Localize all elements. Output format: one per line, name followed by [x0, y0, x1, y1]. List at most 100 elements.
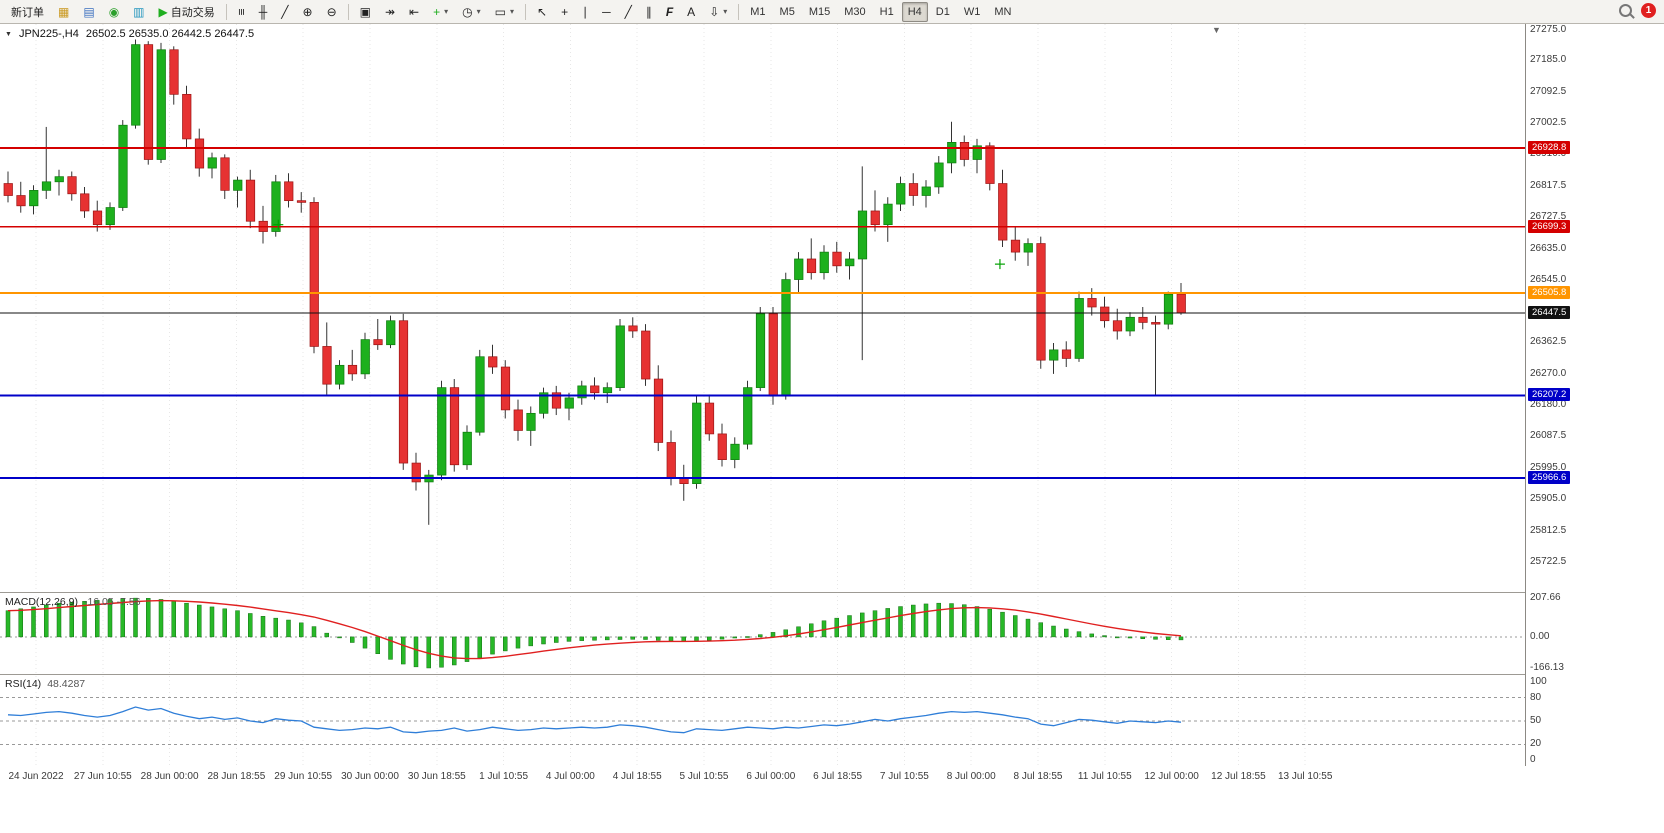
time-tick-label: 5 Jul 10:55 — [679, 771, 729, 782]
timeframe-h4-button[interactable]: H4 — [901, 1, 928, 22]
data-window-button[interactable]: ◉ — [103, 2, 125, 22]
templates-icon: ▭ — [494, 4, 506, 19]
time-axis[interactable]: 24 Jun 2022 27 Jun 10:55 28 Jun 00:00 28 Ju… — [0, 766, 1526, 833]
timeframe-m1-button[interactable]: M1 — [744, 2, 771, 22]
price-tick-label: 26270.0 — [1530, 367, 1567, 379]
time-tick-label: 6 Jul 00:00 — [746, 771, 796, 782]
price-axis[interactable]: 27275.027185.027092.527002.526910.026817… — [1526, 24, 1664, 833]
cursor-icon: ↖ — [537, 4, 548, 19]
market-watch-button[interactable]: ▤ — [77, 2, 100, 22]
level-price-badge: 26928.8 — [1528, 140, 1571, 154]
chart-shift-button[interactable]: ⇤ — [403, 2, 425, 22]
timeframe-mn-button[interactable]: MN — [988, 2, 1017, 22]
zoom-out-button[interactable]: ⊖ — [321, 2, 343, 22]
arrows-button[interactable]: ⇩ ▾ — [703, 2, 733, 22]
chart-shift-icon: ⇤ — [409, 4, 420, 19]
axis-border — [1525, 24, 1526, 833]
chevron-down-icon: ▾ — [723, 7, 728, 16]
fibonacci-button[interactable]: F — [660, 2, 679, 22]
timeframe-m15-button[interactable]: M15 — [803, 2, 836, 22]
timeframe-w1-button[interactable]: W1 — [958, 2, 987, 22]
ohlc-values: 26502.5 26535.0 26442.5 26447.5 — [85, 28, 255, 40]
rsi-axis-label: 0 — [1530, 754, 1536, 765]
price-tick-label: 27275.0 — [1530, 24, 1567, 35]
rsi-axis-label: 50 — [1530, 715, 1542, 726]
vertical-line-button[interactable]: ∣ — [576, 2, 594, 22]
toolbar-separator — [225, 3, 227, 20]
bar-chart-type-button[interactable]: ≡ — [232, 2, 251, 22]
price-tick-label: 26545.0 — [1530, 273, 1567, 285]
symbol-label: JPN225-,H4 — [18, 28, 79, 40]
chevron-down-icon: ▾ — [476, 7, 481, 16]
tile-windows-button[interactable]: ▣ — [354, 2, 377, 22]
notification-badge[interactable]: 1 — [1641, 3, 1656, 18]
indicators-button[interactable]: + ▾ — [427, 2, 454, 22]
equidistant-channel-icon: ∥ — [645, 4, 652, 19]
one-click-trading-toggle[interactable]: ▼ — [5, 30, 12, 38]
macd-axis-label: -166.13 — [1530, 662, 1564, 673]
rsi-axis-label: 20 — [1530, 738, 1542, 750]
time-tick-label: 30 Jun 18:55 — [407, 771, 466, 782]
time-tick-label: 4 Jul 00:00 — [545, 771, 595, 782]
periods-button[interactable]: ◷ ▾ — [456, 2, 487, 22]
main-toolbar: 新订单 ▦ ▤ ◉ ▥ ▶ 自动交易 ≡ ╫ ╱ ⊕ ⊖ ▣ ↠ ⇤ + ▾ ◷ ▾ ▭ ▾ ↖ + ∣ ─ ╱ ∥ F A ⇩ ▾ M1 M5… — [0, 0, 1664, 24]
price-tick-label: 25812.5 — [1530, 524, 1567, 536]
new-chart-icon: ▦ — [58, 4, 70, 19]
crosshair-button[interactable]: + — [555, 2, 574, 22]
timeframe-d1-button[interactable]: D1 — [930, 2, 956, 22]
auto-scroll-button[interactable]: ↠ — [379, 2, 401, 22]
level-price-badge: 25966.6 — [1528, 470, 1571, 484]
time-tick-label: 30 Jun 00:00 — [341, 771, 399, 782]
trendline-button[interactable]: ╱ — [619, 2, 638, 22]
chart-symbol-info: ▼ JPN225-,H4 26502.5 26535.0 26442.5 264… — [5, 28, 254, 40]
navigator-button[interactable]: ▥ — [127, 2, 150, 22]
time-tick-label: 12 Jul 00:00 — [1144, 771, 1199, 782]
timeframe-m5-button[interactable]: M5 — [774, 2, 801, 22]
autotrading-icon: ▶ — [158, 4, 168, 19]
rsi-title: RSI(14) — [5, 678, 42, 690]
indicators-icon: + — [433, 4, 441, 19]
time-tick-label: 24 Jun 2022 — [8, 771, 64, 782]
timeframe-h1-button[interactable]: H1 — [874, 2, 900, 22]
candlestick-type-button[interactable]: ╫ — [253, 2, 274, 22]
search-icon[interactable] — [1619, 4, 1632, 17]
pane-splitter[interactable] — [0, 674, 1664, 675]
macd-axis-label: 0.00 — [1530, 630, 1550, 642]
new-chart-button[interactable]: ▦ — [52, 2, 75, 22]
chart-plot[interactable] — [0, 24, 1526, 833]
macd-indicator-header: MACD(12,26,9) -16.05 -7.56 — [5, 596, 141, 608]
auto-scroll-icon: ↠ — [384, 4, 396, 19]
price-tick-label: 26635.0 — [1530, 242, 1567, 254]
chart-window[interactable]: ▼ JPN225-,H4 26502.5 26535.0 26442.5 264… — [0, 24, 1664, 833]
timeframe-m30-button[interactable]: M30 — [838, 2, 871, 22]
line-chart-type-button[interactable]: ╱ — [275, 2, 294, 22]
price-tick-label: 26817.5 — [1530, 180, 1567, 192]
horizontal-line-button[interactable]: ─ — [596, 2, 617, 22]
rsi-axis-label: 80 — [1530, 691, 1542, 703]
price-tick-label: 26180.0 — [1530, 398, 1567, 410]
chevron-down-icon: ▾ — [444, 7, 449, 16]
bar-chart-type-icon: ≡ — [234, 7, 249, 16]
text-button[interactable]: A — [681, 2, 701, 22]
pane-splitter[interactable] — [0, 592, 1664, 593]
price-tick-label: 26087.5 — [1530, 430, 1567, 442]
toolbar-right-cluster: 1 — [1619, 3, 1656, 18]
chevron-down-icon: ▾ — [509, 7, 514, 16]
time-tick-label: 7 Jul 10:55 — [879, 771, 929, 782]
zoom-in-button[interactable]: ⊕ — [297, 2, 319, 22]
autotrading-button[interactable]: ▶ 自动交易 — [153, 2, 221, 22]
cursor-button[interactable]: ↖ — [531, 2, 553, 22]
templates-button[interactable]: ▭ ▾ — [489, 2, 520, 22]
candlestick-type-icon: ╫ — [258, 4, 268, 19]
price-tick-label: 26727.5 — [1530, 210, 1567, 222]
autotrading-button-label: 自动交易 — [170, 6, 215, 19]
chart-shift-marker[interactable]: ▼ — [1212, 25, 1221, 35]
zoom-in-icon: ⊕ — [302, 4, 313, 19]
zoom-out-icon: ⊖ — [326, 4, 337, 19]
price-tick-label: 26362.5 — [1530, 336, 1567, 348]
new-order-button[interactable]: 新订单 — [5, 2, 50, 22]
equidistant-channel-button[interactable]: ∥ — [640, 2, 658, 22]
price-tick-label: 25722.5 — [1530, 555, 1567, 567]
time-tick-label: 13 Jul 10:55 — [1277, 771, 1333, 782]
arrows-icon: ⇩ — [709, 4, 720, 19]
